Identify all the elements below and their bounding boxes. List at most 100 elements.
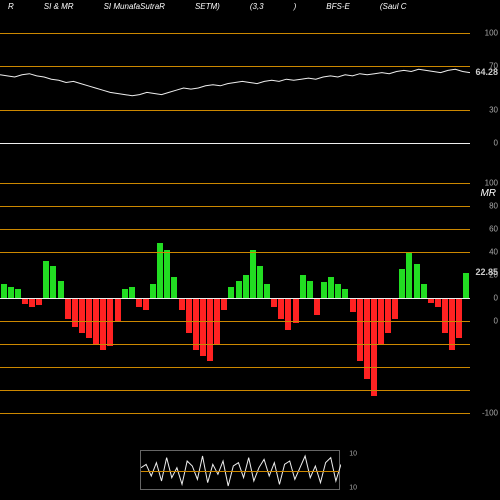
negative-bar: [115, 298, 121, 321]
negative-bar: [79, 298, 85, 333]
positive-bar: [164, 250, 170, 298]
header-item: SETM): [195, 2, 220, 11]
negative-bar: [357, 298, 363, 361]
mini-oscillator-panel: 1010: [140, 450, 340, 490]
negative-bar: [29, 298, 35, 307]
positive-bar: [243, 275, 249, 298]
current-value-label: 64.28: [475, 67, 498, 77]
axis-tick: 0: [494, 317, 498, 326]
positive-bar: [300, 275, 306, 298]
negative-bar: [107, 298, 113, 346]
negative-bar: [314, 298, 320, 315]
grid-line: [0, 33, 470, 34]
axis-tick: 0: [494, 139, 498, 148]
positive-bar: [236, 281, 242, 298]
positive-bar: [50, 266, 56, 298]
negative-bar: [385, 298, 391, 333]
current-value-label: 22.85: [475, 267, 498, 277]
negative-bar: [271, 298, 277, 307]
header-item: BFS-E: [326, 2, 350, 11]
header-item: SI & MR: [44, 2, 74, 11]
negative-bar: [442, 298, 448, 333]
zero-line: [0, 298, 470, 299]
negative-bar: [100, 298, 106, 350]
positive-bar: [171, 277, 177, 298]
positive-bar: [414, 264, 420, 299]
negative-bar: [371, 298, 377, 396]
grid-line: [0, 66, 470, 67]
baseline: [0, 143, 470, 144]
positive-bar: [150, 284, 156, 298]
axis-tick: 30: [489, 106, 498, 115]
positive-bar: [122, 289, 128, 298]
mini-zero-line: [141, 471, 339, 472]
positive-bar: [129, 287, 135, 299]
header-item: SI MunafaSutraR: [104, 2, 165, 11]
bottom-bar-panel: 1008060402000-10022.85: [0, 183, 500, 413]
positive-bar: [264, 284, 270, 298]
top-oscillator-panel: 1007030064.28: [0, 33, 500, 143]
grid-line: [0, 183, 470, 184]
grid-line: [0, 229, 470, 230]
chart-header: R SI & MR SI MunafaSutraR SETM) (3,3 ) B…: [0, 0, 500, 13]
negative-bar: [136, 298, 142, 307]
negative-bar: [456, 298, 462, 338]
negative-bar: [200, 298, 206, 356]
positive-bar: [250, 250, 256, 298]
positive-bar: [8, 287, 14, 299]
positive-bar: [421, 284, 427, 298]
negative-bar: [350, 298, 356, 312]
negative-bar: [449, 298, 455, 350]
negative-bar: [278, 298, 284, 319]
positive-bar: [1, 284, 7, 298]
axis-tick: -100: [482, 409, 498, 418]
header-item: (Saul C: [380, 2, 407, 11]
positive-bar: [463, 273, 469, 298]
negative-bar: [143, 298, 149, 310]
grid-line: [0, 206, 470, 207]
positive-bar: [328, 277, 334, 298]
grid-line: [0, 252, 470, 253]
axis-tick: 40: [489, 248, 498, 257]
axis-tick: 80: [489, 202, 498, 211]
grid-line: [0, 321, 470, 322]
positive-bar: [321, 282, 327, 298]
positive-bar: [15, 289, 21, 298]
positive-bar: [228, 287, 234, 299]
negative-bar: [285, 298, 291, 330]
grid-line: [0, 390, 470, 391]
negative-bar: [207, 298, 213, 361]
mini-axis-tick: 10: [349, 484, 357, 491]
axis-tick: 100: [485, 179, 498, 188]
header-item: (3,3: [250, 2, 264, 11]
top-line-chart: [0, 33, 470, 143]
grid-line: [0, 344, 470, 345]
positive-bar: [335, 284, 341, 298]
negative-bar: [186, 298, 192, 333]
axis-tick: 100: [485, 29, 498, 38]
negative-bar: [65, 298, 71, 319]
positive-bar: [307, 281, 313, 298]
positive-bar: [257, 266, 263, 298]
axis-tick: 0: [494, 294, 498, 303]
grid-line: [0, 367, 470, 368]
positive-bar: [58, 281, 64, 298]
negative-bar: [179, 298, 185, 310]
negative-bar: [435, 298, 441, 307]
negative-bar: [193, 298, 199, 350]
negative-bar: [392, 298, 398, 319]
negative-bar: [86, 298, 92, 338]
negative-bar: [36, 298, 42, 305]
positive-bar: [406, 252, 412, 298]
negative-bar: [293, 298, 299, 323]
grid-line: [0, 413, 470, 414]
axis-tick: 60: [489, 225, 498, 234]
positive-bar: [43, 261, 49, 298]
header-item: R: [8, 2, 14, 11]
positive-bar: [399, 269, 405, 298]
header-item: ): [294, 2, 297, 11]
grid-line: [0, 110, 470, 111]
mini-axis-tick: 10: [349, 451, 357, 458]
negative-bar: [221, 298, 227, 310]
negative-bar: [72, 298, 78, 327]
